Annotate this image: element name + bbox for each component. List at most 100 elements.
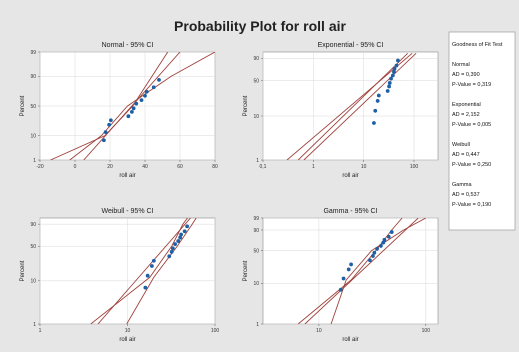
- fit-lines: [286, 52, 417, 160]
- legend-weibull-ad: AD = 0,447: [452, 152, 480, 158]
- data-point: [387, 81, 392, 85]
- legend-exponential-name: Exponential: [452, 102, 481, 108]
- panel-3: Weibull - 95% CI 1 10 50 90 1 10 100 roll air Per…: [20, 208, 219, 343]
- x-axis-label: roll air: [119, 173, 135, 179]
- data-point: [185, 224, 190, 229]
- plot-area: [262, 217, 439, 325]
- y-tick-label: 1: [256, 322, 259, 328]
- legend-background: [448, 31, 516, 231]
- legend-gamma-pvalue: P-Value = 0,190: [452, 202, 491, 208]
- data-point: [144, 89, 149, 94]
- data-point: [349, 262, 353, 267]
- data-point: [394, 63, 399, 68]
- data-point: [390, 73, 395, 78]
- legend-normal-name: Normal: [452, 62, 470, 68]
- data-point: [151, 85, 156, 90]
- x-tick-label: 40: [142, 164, 148, 170]
- data-point: [139, 98, 144, 103]
- x-axis-label: roll air: [342, 173, 358, 179]
- panel-title: Gamma - 95% CI: [323, 208, 377, 215]
- ci-lower-line: [50, 52, 169, 160]
- x-tick-label: 10: [361, 164, 367, 170]
- x-tick-label: 100: [422, 328, 431, 334]
- data-point: [145, 273, 150, 278]
- legend-title: Goodness of Fit Test: [452, 42, 503, 48]
- fit-lines: [90, 218, 197, 324]
- y-tick-label: 10: [30, 279, 36, 285]
- legend-normal-ad: AD = 0,390: [452, 72, 480, 78]
- legend-weibull-pvalue: P-Value = 0,250: [452, 162, 491, 168]
- x-tick-label: 0: [74, 164, 77, 170]
- y-tick-label: 90: [253, 56, 259, 62]
- data-point: [378, 244, 383, 248]
- data-point: [372, 250, 377, 255]
- ci-lower-line: [90, 218, 189, 324]
- ci-upper-line: [126, 218, 197, 324]
- data-point: [372, 121, 376, 125]
- x-tick-label: 1: [39, 328, 42, 334]
- data-point: [392, 70, 396, 74]
- y-axis-label: Percent: [243, 260, 249, 281]
- y-tick-label: 99: [30, 50, 36, 56]
- x-tick-label: 100: [211, 328, 220, 334]
- data-point: [182, 229, 187, 234]
- x-tick-label: -20: [36, 164, 43, 170]
- fit-line: [304, 218, 419, 324]
- legend-gamma-name: Gamma: [452, 182, 473, 188]
- x-tick-label: 20: [107, 164, 113, 170]
- data-point: [129, 109, 134, 114]
- data-point: [338, 287, 343, 292]
- x-tick-label: 100: [410, 164, 419, 170]
- data-point: [373, 108, 378, 113]
- data-point: [157, 77, 161, 82]
- data-point: [389, 230, 394, 234]
- y-tick-label: 10: [253, 114, 259, 120]
- y-tick-label: 1: [33, 322, 36, 328]
- data-point: [176, 239, 181, 243]
- data-point: [167, 254, 172, 259]
- ci-upper-line: [297, 53, 409, 160]
- panel-1: Normal - 95% CI 1 10 50 90 99 -20 0 20 40 60 80 roll…: [20, 42, 218, 179]
- legend-exponential-pvalue: P-Value = 0,005: [452, 122, 491, 128]
- y-tick-label: 1: [33, 158, 36, 164]
- y-tick-label: 90: [30, 74, 36, 80]
- data-point: [103, 130, 108, 135]
- x-axis-label: roll air: [342, 337, 358, 343]
- y-tick-label: 1: [256, 158, 259, 164]
- data-point: [170, 246, 175, 251]
- data-point: [341, 276, 346, 281]
- y-axis-label: Percent: [243, 95, 249, 116]
- data-point: [143, 285, 148, 290]
- data-point: [108, 118, 113, 123]
- fit-line: [83, 52, 181, 160]
- x-tick-label: 10: [316, 328, 322, 334]
- y-axis-label: Percent: [20, 95, 26, 116]
- y-tick-label: 90: [30, 222, 36, 228]
- y-tick-label: 50: [30, 104, 36, 110]
- data-point: [375, 99, 380, 103]
- data-point: [169, 249, 174, 254]
- data-point: [101, 138, 106, 143]
- data-point: [179, 232, 184, 237]
- ci-lower-line: [303, 53, 417, 160]
- fit-lines: [297, 218, 427, 324]
- legend-gamma-ad: AD = 0,537: [452, 192, 480, 198]
- data-point: [173, 242, 178, 247]
- data-point: [392, 66, 397, 71]
- y-axis-label: Percent: [20, 260, 26, 281]
- data-point: [151, 258, 156, 263]
- y-tick-label: 10: [30, 134, 36, 140]
- panel-4: Gamma - 95% CI 1 10 50 90 99 10 100 roll air Perc…: [243, 208, 439, 343]
- y-tick-label: 10: [253, 281, 259, 287]
- fit-line: [286, 52, 413, 160]
- data-point: [376, 93, 381, 98]
- ci-upper-line: [330, 218, 427, 324]
- y-tick-label: 50: [253, 249, 259, 255]
- fit-line: [97, 218, 192, 324]
- data-point: [346, 267, 351, 272]
- data-point: [178, 235, 183, 240]
- data-point: [396, 58, 400, 63]
- data-point: [134, 101, 139, 106]
